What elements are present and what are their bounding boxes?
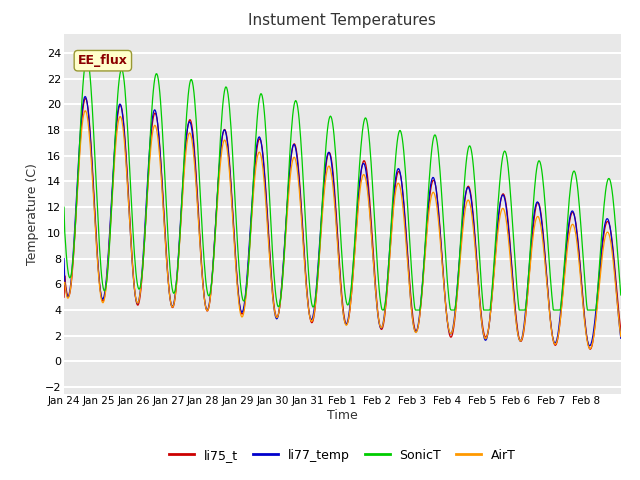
li77_temp — [228, 206, 236, 212]
li77_temp — [81, 94, 89, 99]
Y-axis label: Temperature (C): Temperature (C) — [26, 163, 39, 264]
X-axis label: Time: Time — [327, 409, 358, 422]
Line: li75_t: li75_t — [64, 98, 621, 349]
AirT — [256, 150, 264, 156]
li77_temp — [126, 225, 134, 231]
Title: Instument Temperatures: Instument Temperatures — [248, 13, 436, 28]
SonicT — [433, 135, 440, 141]
li77_temp — [617, 336, 625, 341]
Line: AirT: AirT — [64, 111, 621, 349]
AirT — [401, 221, 408, 227]
li75_t — [432, 183, 440, 189]
SonicT — [83, 55, 91, 61]
Text: EE_flux: EE_flux — [78, 54, 128, 67]
SonicT — [617, 292, 625, 298]
SonicT — [401, 166, 409, 172]
SonicT — [256, 93, 264, 98]
Line: li77_temp: li77_temp — [64, 96, 621, 346]
li75_t — [228, 203, 236, 208]
SonicT — [126, 173, 134, 179]
li75_t — [256, 136, 264, 142]
li75_t — [60, 294, 68, 300]
Line: SonicT: SonicT — [64, 58, 621, 310]
SonicT — [60, 204, 68, 210]
li75_t — [82, 96, 90, 101]
li77_temp — [586, 343, 593, 348]
li75_t — [401, 207, 408, 213]
Legend: li75_t, li77_temp, SonicT, AirT: li75_t, li77_temp, SonicT, AirT — [164, 444, 521, 467]
AirT — [617, 334, 625, 339]
AirT — [126, 226, 134, 232]
AirT — [228, 212, 236, 217]
li77_temp — [277, 290, 285, 296]
li77_temp — [401, 210, 408, 216]
li77_temp — [60, 256, 68, 262]
li75_t — [126, 220, 134, 226]
li75_t — [617, 328, 625, 334]
AirT — [586, 346, 594, 352]
AirT — [81, 108, 89, 114]
AirT — [60, 281, 68, 287]
li77_temp — [432, 183, 440, 189]
li75_t — [586, 347, 594, 352]
SonicT — [379, 307, 387, 313]
SonicT — [277, 293, 285, 299]
li75_t — [277, 291, 285, 297]
AirT — [277, 293, 285, 299]
li77_temp — [256, 135, 264, 141]
SonicT — [228, 148, 236, 154]
AirT — [432, 196, 440, 202]
